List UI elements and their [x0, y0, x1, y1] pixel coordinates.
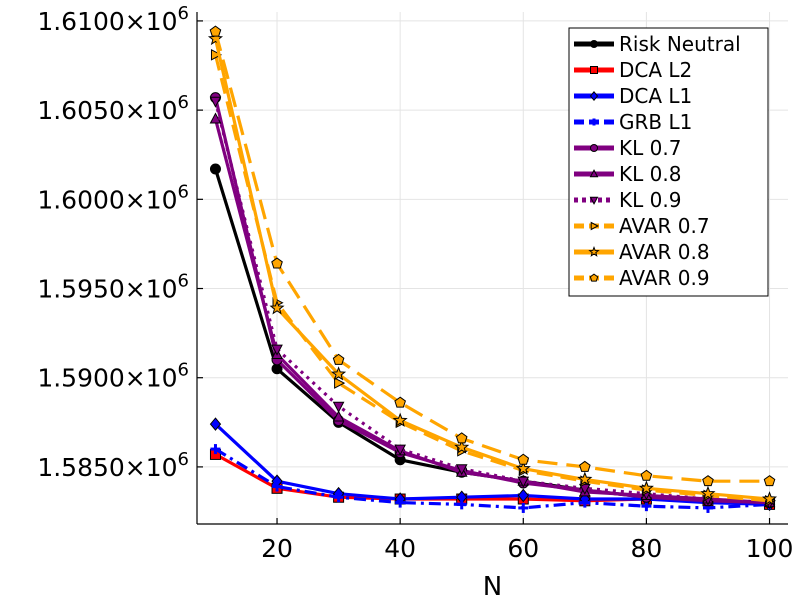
series-line-avar-0-7: [213, 54, 770, 503]
data-point-avar-0-8: [331, 366, 347, 381]
series-line-kl-0-9: [213, 100, 770, 505]
data-point-avar-0-9: [640, 469, 653, 481]
data-point-avar-0-8: [577, 471, 593, 486]
legend-marker: [590, 144, 598, 152]
legend-marker: [590, 40, 598, 48]
data-point-grb-l1: [518, 502, 529, 513]
y-tick-label: 1.6050×106: [37, 92, 189, 125]
x-tick-label: 60: [507, 534, 539, 563]
axes: [196, 12, 788, 525]
legend-label: DCA L1: [619, 84, 692, 108]
data-point-kl-0-9: [332, 401, 345, 413]
data-point-kl-0-8: [209, 112, 222, 124]
data-point-avar-0-7: [334, 377, 346, 389]
x-tick-label: 20: [261, 534, 293, 563]
y-tick-labels: 1.5850×106 1.5900×106 1.5950×106 1.6000×106…: [37, 3, 189, 482]
legend-item-grb-l1: GRB L1: [574, 110, 692, 134]
legend-marker: [589, 91, 599, 101]
legend-item-avar-0-9: AVAR 0.9: [574, 266, 710, 290]
legend-marker: [589, 196, 599, 205]
x-tick-label: 80: [631, 534, 663, 563]
data-point-avar-0-9: [517, 453, 530, 465]
data-point-kl-0-9: [455, 464, 468, 476]
series-grb-l1: [210, 444, 775, 513]
legend-marker: [589, 273, 599, 282]
series-avar-0-9: [209, 25, 776, 487]
data-point-grb-l1: [579, 497, 590, 508]
legend-label: Risk Neutral: [619, 32, 741, 56]
data-point-avar-0-9: [394, 396, 406, 408]
legend-label: GRB L1: [619, 110, 692, 134]
legend-marker: [590, 118, 598, 126]
legend-marker: [590, 66, 598, 74]
data-point-grb-l1: [333, 492, 344, 503]
legend-item-avar-0-8: AVAR 0.8: [574, 240, 710, 264]
legend-label: KL 0.9: [619, 188, 681, 212]
series-line-grb-l1: [214, 447, 770, 510]
data-point-grb-l1: [395, 497, 406, 508]
data-point-kl-0-9: [209, 96, 222, 108]
legend-item-kl-0-8: KL 0.8: [574, 162, 681, 186]
series-layer: [207, 25, 778, 513]
y-tick-label: 1.5950×106: [37, 271, 189, 304]
data-point-kl-0-9: [271, 344, 283, 356]
data-point-grb-l1: [641, 501, 652, 512]
legend-item-risk-neutral: Risk Neutral: [574, 32, 741, 56]
data-point-avar-0-9: [332, 353, 345, 365]
data-point-dca-l1: [209, 417, 222, 431]
x-tick-label: 100: [746, 534, 794, 563]
data-point-avar-0-9: [271, 257, 283, 269]
data-point-avar-0-8: [700, 485, 716, 501]
data-point-grb-l1: [272, 481, 283, 492]
series-line-avar-0-9: [213, 31, 770, 483]
legend-item-kl-0-9: KL 0.9: [574, 188, 681, 212]
data-point-avar-0-7: [210, 48, 223, 61]
data-point-kl-0-9: [394, 444, 406, 456]
data-point-grb-l1: [210, 444, 221, 455]
legend-label: AVAR 0.7: [619, 214, 710, 238]
y-tick-label: 1.6000×106: [37, 181, 189, 214]
series-avar-0-8: [207, 30, 778, 506]
data-point-avar-0-9: [209, 25, 222, 37]
legend-label: AVAR 0.8: [619, 240, 710, 264]
x-tick-label: 40: [384, 534, 416, 563]
legend-marker: [588, 246, 600, 257]
y-tick-label: 1.5900×106: [37, 360, 189, 393]
legend-label: DCA L2: [619, 58, 692, 82]
data-point-kl-0-8: [332, 410, 345, 422]
x-axis-label: N: [483, 572, 502, 600]
series-line-avar-0-8: [213, 38, 770, 501]
legend-marker: [589, 169, 599, 178]
legend-label: KL 0.8: [619, 162, 681, 186]
data-point-avar-0-9: [579, 460, 591, 472]
x-tick-labels: 20 40 60 80 100: [261, 534, 793, 563]
data-point-grb-l1: [456, 499, 467, 510]
data-point-avar-0-8: [207, 30, 223, 46]
legend-item-dca-l1: DCA L1: [574, 84, 692, 108]
data-point-avar-0-8: [638, 480, 654, 495]
legend-label: KL 0.7: [619, 136, 681, 160]
y-tick-label: 1.5850×106: [37, 449, 189, 482]
legend-marker: [590, 221, 599, 231]
legend-label: AVAR 0.9: [619, 266, 710, 290]
data-point-avar-0-9: [702, 475, 714, 487]
data-point-avar-0-9: [763, 475, 776, 487]
y-tick-label: 1.6100×106: [37, 3, 189, 36]
data-point-kl-0-9: [517, 476, 530, 488]
data-point-avar-0-8: [454, 439, 470, 454]
data-point-risk-neutral: [209, 163, 221, 175]
data-point-dca-l1: [517, 488, 529, 503]
series-line-dca-l1: [214, 422, 770, 506]
data-point-avar-0-8: [269, 300, 285, 315]
data-point-avar-0-9: [455, 432, 468, 444]
legend-item-avar-0-7: AVAR 0.7: [574, 214, 710, 238]
legend-item-kl-0-7: KL 0.7: [574, 136, 681, 160]
data-point-avar-0-8: [762, 491, 778, 506]
data-point-avar-0-8: [392, 412, 408, 427]
data-point-avar-0-8: [515, 460, 531, 476]
legend-item-dca-l2: DCA L2: [574, 58, 692, 82]
